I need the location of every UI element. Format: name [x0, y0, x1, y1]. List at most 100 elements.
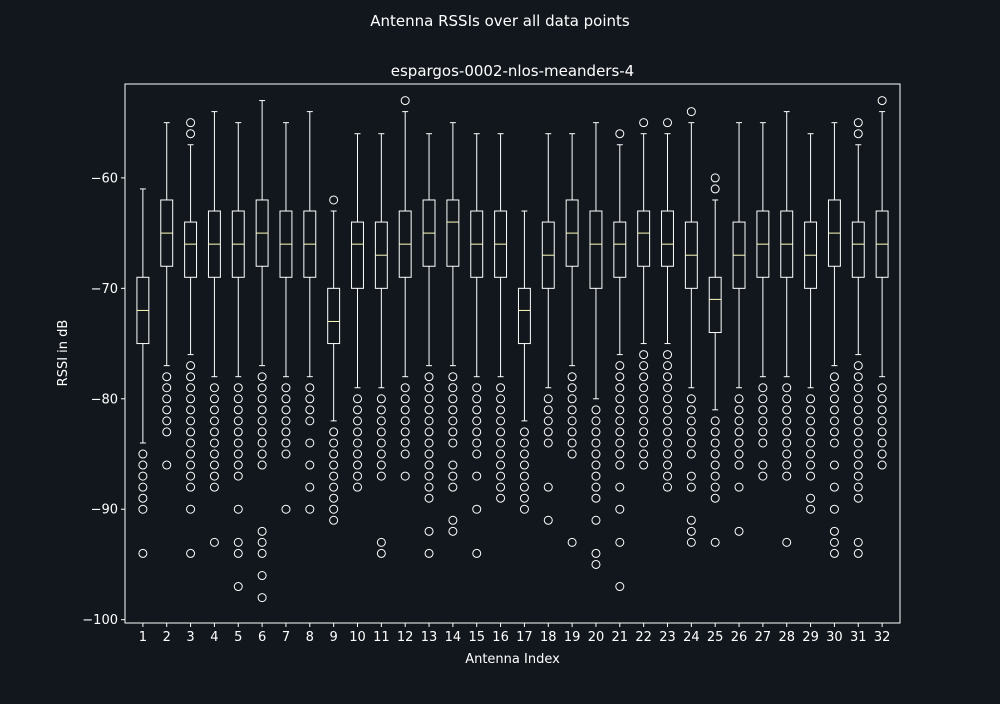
outlier-point	[853, 416, 863, 426]
outlier-point	[424, 460, 434, 470]
outlier-point	[543, 438, 553, 448]
outlier-point	[519, 460, 529, 470]
outlier-point	[829, 548, 839, 558]
outlier-point	[615, 372, 625, 382]
iqr-box	[184, 221, 198, 278]
outlier-point	[829, 405, 839, 415]
outlier-point	[877, 438, 887, 448]
outlier-point	[329, 195, 339, 205]
outlier-point	[424, 482, 434, 492]
outlier-point	[853, 438, 863, 448]
outlier-point	[257, 416, 267, 426]
x-tick-label: 5	[234, 630, 242, 645]
outlier-point	[329, 438, 339, 448]
outlier-point	[281, 383, 291, 393]
outlier-point	[567, 537, 577, 547]
outlier-point	[186, 416, 196, 426]
x-tick-label: 29	[802, 630, 819, 645]
x-tick-label: 19	[564, 630, 581, 645]
iqr-box	[351, 221, 364, 289]
outlier-point	[877, 96, 887, 106]
outlier-point	[519, 482, 529, 492]
outlier-point	[353, 405, 362, 415]
outlier-point	[424, 548, 434, 558]
outlier-point	[519, 438, 529, 448]
outlier-point	[567, 427, 577, 437]
outlier-point	[496, 438, 506, 448]
outlier-point	[806, 405, 816, 415]
iqr-box	[517, 287, 531, 345]
y-axis-label: RSSI in dB	[56, 320, 71, 387]
outlier-point	[639, 383, 649, 393]
outlier-point	[257, 537, 267, 547]
x-tick-label: 8	[306, 630, 314, 645]
outlier-point	[853, 471, 863, 481]
outlier-point	[615, 361, 625, 371]
outlier-point	[353, 394, 362, 404]
outlier-point	[209, 405, 219, 415]
outlier-point	[329, 482, 339, 492]
outlier-point	[758, 460, 768, 470]
outlier-point	[257, 372, 267, 382]
outlier-point	[686, 416, 696, 426]
outlier-point	[829, 416, 839, 426]
outlier-point	[639, 460, 649, 470]
outlier-point	[496, 449, 506, 459]
outlier-point	[233, 416, 243, 426]
outlier-point	[353, 438, 362, 448]
outlier-point	[782, 438, 792, 448]
outlier-point	[758, 394, 768, 404]
outlier-point	[686, 526, 696, 536]
outlier-point	[162, 460, 172, 470]
outlier-point	[233, 582, 243, 592]
outlier-point	[305, 394, 315, 404]
outlier-point	[615, 537, 625, 547]
outlier-point	[853, 383, 863, 393]
x-tick-label: 11	[373, 630, 390, 645]
x-tick-label: 31	[850, 630, 867, 645]
outlier-point	[710, 173, 720, 183]
outlier-point	[305, 405, 315, 415]
outlier-point	[519, 504, 529, 514]
outlier-point	[591, 482, 601, 492]
outlier-point	[257, 460, 267, 470]
outlier-point	[686, 405, 696, 415]
outlier-point	[376, 416, 386, 426]
outlier-point	[472, 449, 482, 459]
outlier-point	[329, 427, 339, 437]
outlier-point	[209, 427, 219, 437]
outlier-point	[663, 350, 672, 360]
outlier-point	[138, 471, 148, 481]
outlier-point	[710, 460, 720, 470]
outlier-point	[186, 504, 196, 514]
outlier-point	[615, 383, 625, 393]
outlier-point	[806, 471, 816, 481]
outlier-point	[877, 416, 887, 426]
outlier-point	[591, 471, 601, 481]
outlier-point	[710, 449, 720, 459]
outlier-point	[329, 449, 339, 459]
outlier-point	[663, 372, 672, 382]
x-tick-label: 6	[258, 630, 266, 645]
outlier-point	[496, 394, 506, 404]
outlier-point	[543, 515, 553, 525]
outlier-point	[186, 460, 196, 470]
outlier-point	[829, 504, 839, 514]
outlier-point	[472, 548, 482, 558]
outlier-point	[400, 416, 410, 426]
outlier-point	[209, 394, 219, 404]
outlier-point	[305, 383, 315, 393]
outlier-point	[591, 416, 601, 426]
outlier-point	[186, 438, 196, 448]
y-tick-label: −90	[91, 503, 118, 518]
outlier-point	[496, 427, 506, 437]
outlier-point	[496, 460, 506, 470]
outlier-point	[829, 394, 839, 404]
outlier-point	[233, 405, 243, 415]
outlier-point	[257, 593, 267, 603]
outlier-point	[758, 416, 768, 426]
outlier-point	[877, 394, 887, 404]
outlier-point	[853, 118, 863, 128]
outlier-point	[305, 460, 315, 470]
outlier-point	[567, 438, 577, 448]
